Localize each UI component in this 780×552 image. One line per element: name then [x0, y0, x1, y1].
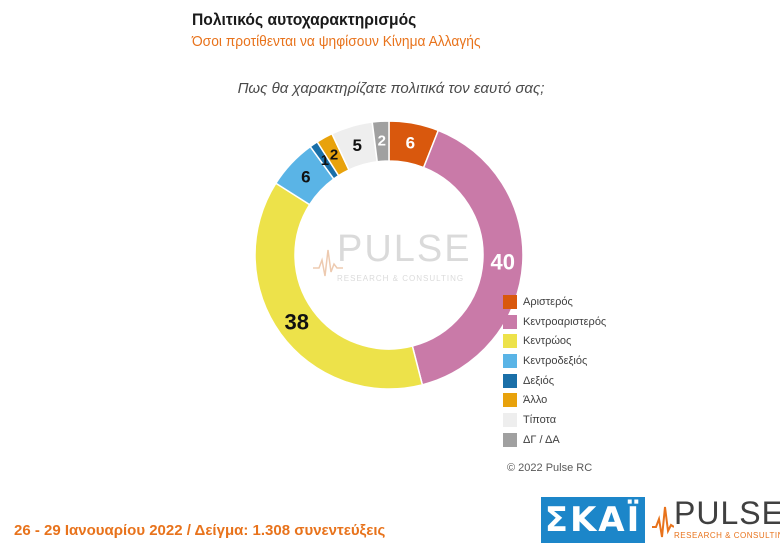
legend-item-2: Κεντρώος [503, 331, 606, 351]
pulse-logo-wave-icon [652, 506, 674, 538]
survey-question-text: Πως θα χαρακτηρίζατε πολιτικά τον εαυτό … [237, 80, 545, 97]
slice-label-4: 1 [321, 152, 329, 169]
legend-label-5: Άλλο [523, 394, 548, 407]
legend-item-6: Τίποτα [503, 410, 606, 430]
slice-label-6: 5 [352, 136, 361, 155]
legend-label-3: Κεντροδεξιός [523, 354, 588, 367]
legend-swatch-1 [503, 314, 517, 329]
legend-item-0: Αριστερός [503, 292, 606, 312]
legend-swatch-3 [503, 353, 517, 368]
pulse-logo: PULSE RESEARCH & CONSULTING [652, 495, 780, 543]
legend-item-5: Άλλο [503, 390, 606, 410]
legend-swatch-5 [503, 393, 517, 408]
watermark-word: PULSE [337, 228, 472, 270]
legend-item-7: ΔΓ / ΔΑ [503, 430, 606, 450]
slice-7 [371, 120, 390, 163]
pulse-logo-sub: RESEARCH & CONSULTING [674, 531, 780, 540]
survey-question: Πως θα χαρακτηρίζατε πολιτικά τον εαυτό … [0, 80, 780, 97]
slice-label-3: 6 [301, 167, 310, 186]
slice-label-2: 38 [285, 310, 309, 335]
slice-2 [254, 182, 424, 390]
legend-item-4: Δεξιός [503, 371, 606, 391]
copyright: © 2022 Pulse RC [507, 462, 593, 474]
legend-label-1: Κεντροαριστερός [523, 315, 607, 328]
legend-label-2: Κεντρώος [523, 335, 572, 348]
footer-survey-info: 26 - 29 Ιανουαρίου 2022 / Δείγμα: 1.308 … [14, 522, 386, 539]
legend: Αριστερός Κεντροαριστερός Κεντρώος Κεντροδε… [503, 292, 606, 450]
legend-label-0: Αριστερός [523, 295, 573, 308]
slice-1 [411, 129, 524, 386]
legend-swatch-4 [503, 373, 517, 388]
slice-label-0: 6 [406, 134, 415, 153]
slice-label-1: 40 [491, 250, 515, 275]
legend-swatch-7 [503, 432, 517, 447]
chart-subtitle: Όσοι προτίθενται να ψηφίσουν Κίνημα Αλλα… [192, 33, 481, 50]
slice-label-5: 2 [330, 147, 338, 164]
watermark: PULSE RESEARCH & CONSULTING [313, 228, 473, 288]
skai-logo: ΣΚΑΪ [541, 497, 645, 543]
legend-swatch-6 [503, 412, 517, 427]
legend-swatch-2 [503, 334, 517, 349]
legend-label-6: Τίποτα [523, 413, 557, 426]
legend-item-1: Κεντροαριστερός [503, 312, 606, 332]
legend-label-7: ΔΓ / ΔΑ [523, 433, 560, 446]
legend-label-4: Δεξιός [523, 374, 555, 387]
watermark-sub: RESEARCH & CONSULTING [337, 274, 465, 283]
legend-item-3: Κεντροδεξιός [503, 351, 606, 371]
pulse-logo-word: PULSE [674, 495, 780, 531]
pulse-wave-icon [313, 249, 343, 277]
chart-title: Πολιτικός αυτοχαρακτηρισμός [192, 10, 417, 29]
legend-swatch-0 [503, 294, 517, 309]
slice-label-7: 2 [378, 133, 386, 150]
